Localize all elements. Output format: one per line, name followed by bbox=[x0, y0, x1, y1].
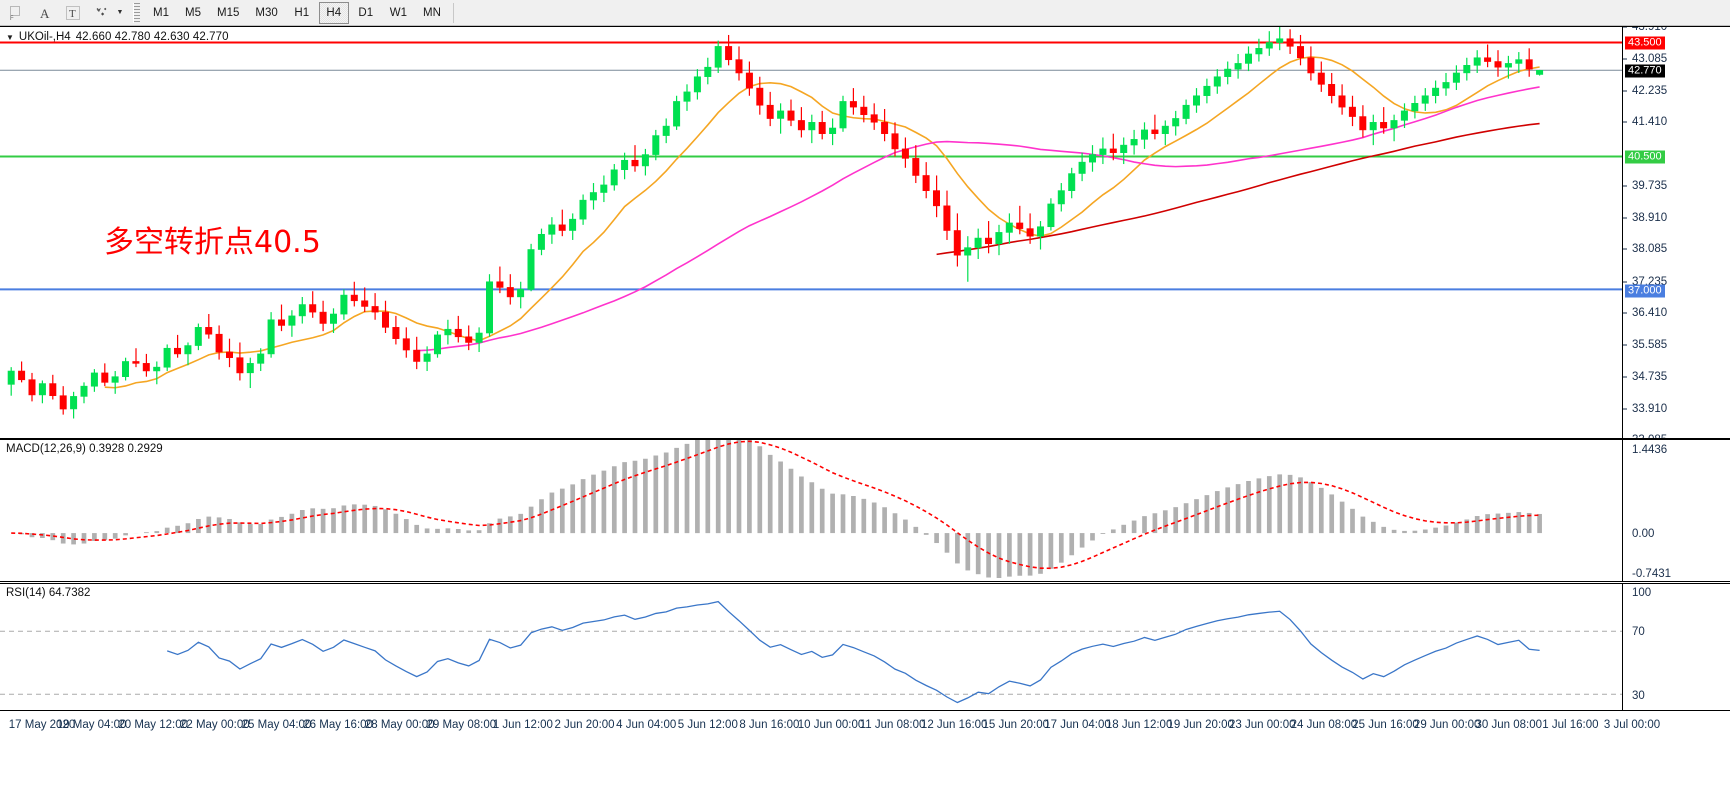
price-tick: 43.910 bbox=[1623, 27, 1667, 33]
timeframe-m30[interactable]: M30 bbox=[255, 6, 278, 19]
timeframe-h4[interactable]: H4 bbox=[318, 1, 349, 24]
timeframe-m15[interactable]: M15 bbox=[217, 6, 240, 19]
time-tick: 28 May 00:00 bbox=[364, 719, 435, 731]
price-tick: 38.085 bbox=[1623, 243, 1667, 255]
price-tick: 41.410 bbox=[1623, 116, 1667, 128]
timeframe-w1[interactable]: W1 bbox=[389, 6, 407, 19]
rsi-tick: 30 bbox=[1632, 690, 1645, 702]
main-toolbar: F A T ▼ M1 M5 M15 M30 H1 H4 D1 W1 MN bbox=[0, 0, 1730, 26]
time-tick: 17 May 2020 bbox=[8, 719, 76, 731]
svg-text:A: A bbox=[40, 6, 50, 21]
symbol-caption: ▼ UKOil-,H4 42.660 42.780 42.630 42.770 bbox=[6, 31, 229, 43]
chart-annotation-text: 多空转折点40.5 bbox=[104, 225, 321, 260]
price-tick: 34.735 bbox=[1623, 371, 1667, 383]
price-plot[interactable] bbox=[0, 27, 1622, 438]
price-candles-svg bbox=[0, 27, 1622, 419]
toolbar-separator bbox=[452, 2, 454, 23]
chevron-down-icon[interactable]: ▼ bbox=[6, 32, 14, 42]
time-tick: 30 Jun 08:00 bbox=[1475, 719, 1543, 731]
time-tick: 29 May 08:00 bbox=[426, 719, 497, 731]
time-tick: 10 Jun 00:00 bbox=[797, 719, 865, 731]
time-tick: 3 Jul 00:00 bbox=[1603, 719, 1661, 731]
timeframe-m1[interactable]: M1 bbox=[153, 6, 169, 19]
rsi-y-axis[interactable]: 100 70 30 bbox=[1622, 584, 1730, 710]
time-tick: 17 Jun 04:00 bbox=[1044, 719, 1111, 731]
macd-caption: MACD(12,26,9) 0.3928 0.2929 bbox=[6, 443, 163, 455]
rsi-caption: RSI(14) 64.7382 bbox=[6, 587, 90, 599]
time-tick: 4 Jun 04:00 bbox=[616, 719, 677, 731]
macd-plot[interactable] bbox=[0, 440, 1622, 581]
time-tick: 19 May 04:00 bbox=[56, 719, 127, 731]
rsi-tick: 70 bbox=[1632, 626, 1645, 638]
time-tick: 24 Jun 08:00 bbox=[1290, 719, 1358, 731]
macd-label: MACD(12,26,9) 0.3928 0.2929 bbox=[6, 443, 163, 455]
time-tick: 11 Jun 08:00 bbox=[859, 719, 926, 731]
price-tick: 43.085 bbox=[1623, 53, 1667, 65]
macd-tick: -0.7431 bbox=[1632, 568, 1672, 580]
time-tick: 15 Jun 20:00 bbox=[982, 719, 1050, 731]
time-tick: 1 Jul 16:00 bbox=[1542, 719, 1599, 731]
macd-tick: 1.4436 bbox=[1632, 444, 1668, 456]
objects-tool-icon[interactable] bbox=[88, 1, 114, 25]
crosshair-tool-icon[interactable]: F bbox=[4, 1, 30, 25]
current-price-tag[interactable]: 42.770 bbox=[1625, 64, 1665, 77]
price-y-axis[interactable]: 43.910 43.085 42.235 41.410 39.735 38.910 38.0… bbox=[1622, 27, 1730, 438]
timeframe-d1[interactable]: D1 bbox=[358, 6, 374, 19]
price-tick: 42.235 bbox=[1623, 85, 1667, 97]
resistance-price-tag[interactable]: 43.500 bbox=[1625, 36, 1665, 50]
time-tick: 18 Jun 12:00 bbox=[1105, 719, 1173, 731]
text-box-tool-icon[interactable]: T bbox=[60, 1, 86, 25]
time-tick: 1 Jun 12:00 bbox=[492, 719, 553, 731]
time-tick: 25 Jun 16:00 bbox=[1352, 719, 1419, 731]
rsi-panel[interactable]: RSI(14) 64.7382 100 70 30 bbox=[0, 583, 1730, 711]
price-tick: 36.410 bbox=[1623, 307, 1667, 319]
time-tick: 5 Jun 12:00 bbox=[677, 719, 738, 731]
time-tick: 29 Jun 00:00 bbox=[1413, 719, 1481, 731]
timeframe-mn[interactable]: MN bbox=[423, 6, 441, 19]
chart-area[interactable]: ▼ UKOil-,H4 42.660 42.780 42.630 42.770 … bbox=[0, 26, 1730, 791]
rsi-label: RSI(14) 64.7382 bbox=[6, 587, 91, 599]
rsi-plot[interactable] bbox=[0, 584, 1622, 710]
time-tick: 22 May 00:00 bbox=[179, 719, 250, 731]
timeframe-m5[interactable]: M5 bbox=[185, 6, 201, 19]
objects-dropdown-caret-icon[interactable]: ▼ bbox=[116, 9, 124, 16]
time-tick: 25 May 04:00 bbox=[241, 719, 312, 731]
svg-text:T: T bbox=[69, 8, 76, 20]
time-tick: 2 Jun 20:00 bbox=[554, 719, 615, 731]
symbol-name: UKOil-,H4 bbox=[18, 31, 71, 43]
timeframe-h1[interactable]: H1 bbox=[294, 6, 310, 19]
macd-panel[interactable]: MACD(12,26,9) 0.3928 0.2929 1.4436 0.00 -0… bbox=[0, 439, 1730, 582]
toolbar-grip[interactable] bbox=[133, 2, 140, 23]
time-tick: 23 Jun 00:00 bbox=[1229, 719, 1296, 731]
rsi-tick: 100 bbox=[1632, 587, 1652, 599]
price-tick: 38.910 bbox=[1623, 212, 1667, 224]
price-panel[interactable]: ▼ UKOil-,H4 42.660 42.780 42.630 42.770 … bbox=[0, 26, 1730, 439]
pivot-price-tag[interactable]: 40.500 bbox=[1625, 150, 1665, 164]
time-tick: 26 May 16:00 bbox=[303, 719, 373, 731]
price-tick: 33.910 bbox=[1623, 403, 1667, 415]
symbol-ohlc: 42.660 42.780 42.630 42.770 bbox=[75, 31, 229, 43]
time-tick: 19 Jun 20:00 bbox=[1167, 719, 1234, 731]
svg-text:F: F bbox=[10, 16, 14, 21]
time-axis[interactable]: 17 May 2020 19 May 04:00 20 May 12:00 22 Ma… bbox=[0, 711, 1730, 791]
price-tick: 35.585 bbox=[1623, 339, 1667, 351]
price-tick: 39.735 bbox=[1623, 180, 1667, 192]
time-tick: 12 Jun 16:00 bbox=[920, 719, 988, 731]
time-tick: 20 May 12:00 bbox=[118, 719, 189, 731]
rsi-series-svg bbox=[0, 600, 1622, 704]
macd-tick: 0.00 bbox=[1632, 528, 1655, 541]
time-tick: 8 Jun 16:00 bbox=[739, 719, 800, 731]
macd-y-axis[interactable]: 1.4436 0.00 -0.7431 bbox=[1622, 440, 1730, 581]
support-price-tag[interactable]: 37.000 bbox=[1625, 284, 1665, 298]
text-label-tool-icon[interactable]: A bbox=[32, 1, 58, 25]
price-tick: 33.085 bbox=[1623, 434, 1667, 438]
macd-series-svg bbox=[11, 440, 1542, 578]
